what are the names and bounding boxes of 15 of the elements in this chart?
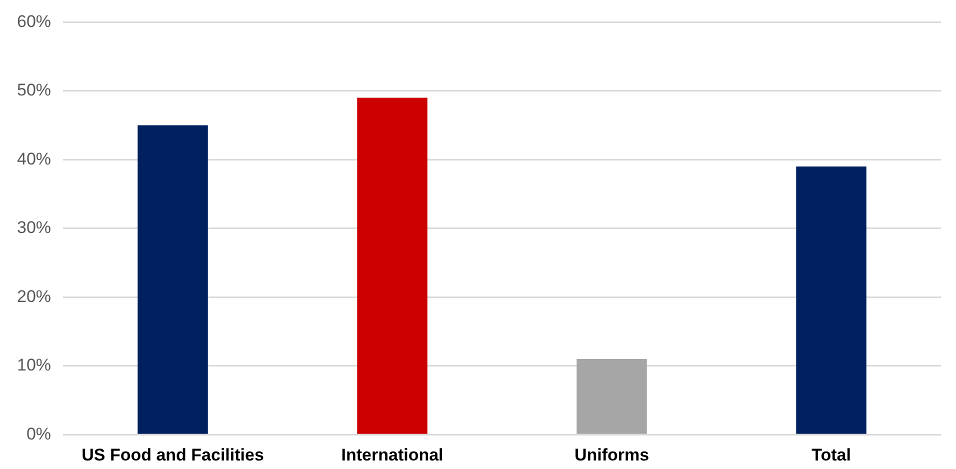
x-tick-label: Total [812, 445, 851, 464]
y-tick-label: 60% [16, 12, 52, 31]
y-tick-label: 30% [16, 218, 52, 238]
x-tick-label: US Food and Facilities [82, 445, 264, 464]
y-tick-label: 10% [16, 356, 52, 375]
bar [576, 358, 647, 434]
y-tick-label: 40% [16, 149, 52, 168]
y-tick-label: 50% [16, 80, 52, 100]
bar [796, 166, 866, 434]
y-tick-label: 20% [16, 286, 52, 306]
y-tick-label: 0% [26, 424, 52, 444]
x-tick-label: International [341, 445, 444, 464]
bar [357, 98, 428, 434]
bar [138, 125, 208, 434]
x-tick-label: Uniforms [574, 445, 650, 464]
